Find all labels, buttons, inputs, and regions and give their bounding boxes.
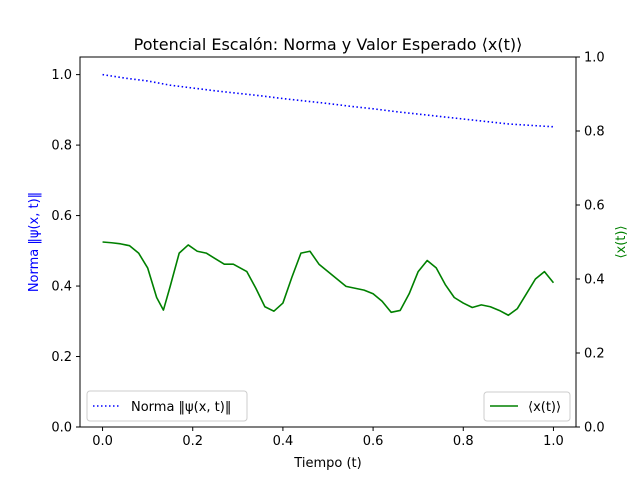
legend-norma: Norma ‖ψ(x, t)‖ xyxy=(86,390,248,422)
plot-frame xyxy=(79,56,577,428)
x-tick-label: 0.4 xyxy=(273,434,294,449)
y-right-tick-label: 0.4 xyxy=(584,273,605,288)
series-expected-x-line xyxy=(102,241,555,317)
y-axis-right-label: ⟨x(t)⟩ xyxy=(614,225,629,258)
x-axis-label: Tiempo (t) xyxy=(293,456,361,471)
y-right-tick-label: 0.6 xyxy=(584,199,605,214)
legend-expected-x-box xyxy=(483,391,571,422)
x-tick-label: 0.8 xyxy=(453,434,474,449)
legend-norma-box xyxy=(86,390,248,422)
x-tick-label: 0.6 xyxy=(363,434,384,449)
y-left-tick-label: 0.8 xyxy=(51,139,72,154)
y-left-tick-label: 0.6 xyxy=(51,209,72,224)
y-left-tick-label: 1.0 xyxy=(51,68,72,83)
y-left-tick-label: 0.2 xyxy=(51,350,72,365)
y-right-tick-label: 0.2 xyxy=(584,347,605,362)
y-left-tick-label: 0.0 xyxy=(51,421,72,436)
y-left-tick-label: 0.4 xyxy=(51,280,72,295)
series-layer xyxy=(102,73,555,317)
chart-title: Potencial Escalón: Norma y Valor Esperad… xyxy=(134,35,523,54)
legend-expected-x: ⟨x(t)⟩ xyxy=(483,391,571,422)
axes-layer: 0.0 0.2 0.4 0.6 0.8 1.0 0.0 0.2 0.4 0.6 0.8 1.0 0.0 0… xyxy=(51,51,604,450)
y-axis-left-label: Norma ‖ψ(x, t)‖ xyxy=(27,192,42,292)
y-right-tick-label: 0.8 xyxy=(584,125,605,140)
x-tick-label: 1.0 xyxy=(543,434,564,449)
y-right-tick-label: 0.0 xyxy=(584,421,605,436)
series-norma-line xyxy=(102,73,554,128)
legend-expected-x-label: ⟨x(t)⟩ xyxy=(528,400,561,415)
x-tick-label: 0.2 xyxy=(182,434,203,449)
legend-norma-label: Norma ‖ψ(x, t)‖ xyxy=(131,400,231,415)
y-right-tick-label: 1.0 xyxy=(584,51,605,66)
x-tick-label: 0.0 xyxy=(92,434,113,449)
